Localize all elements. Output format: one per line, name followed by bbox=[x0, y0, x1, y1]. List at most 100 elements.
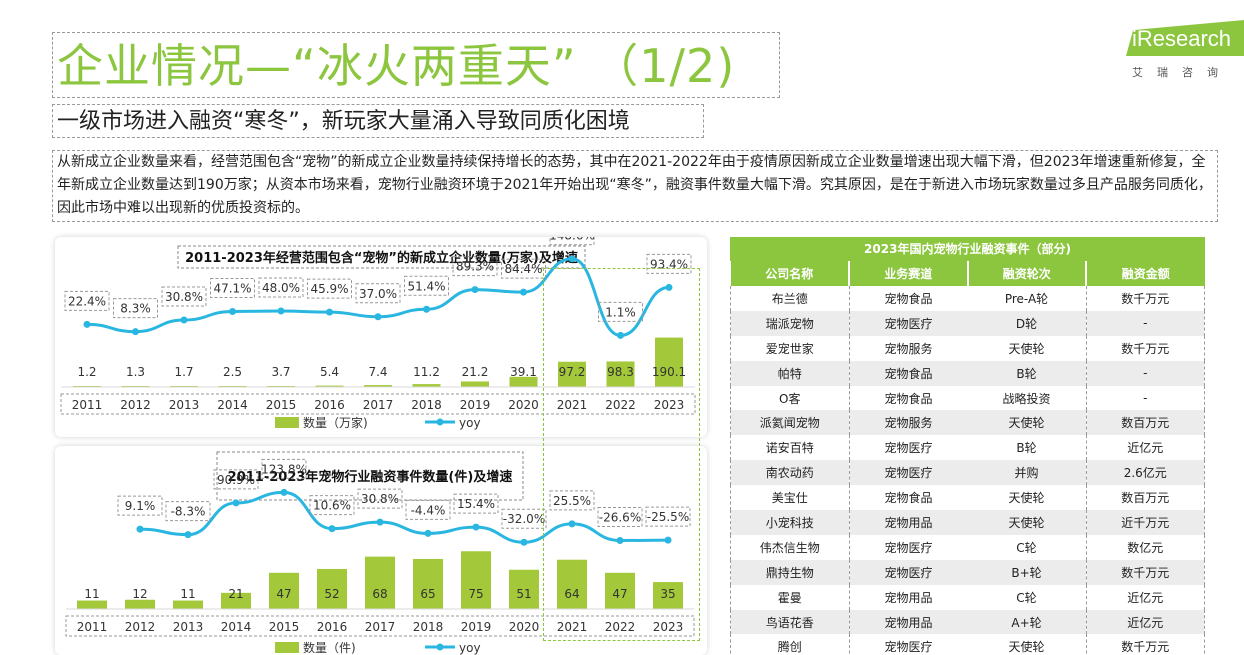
bar bbox=[125, 599, 155, 609]
x-tick-label: 2013 bbox=[173, 620, 204, 634]
x-tick-label: 2012 bbox=[120, 398, 151, 412]
yoy-point bbox=[617, 331, 624, 339]
table-cell: C轮 bbox=[967, 534, 1086, 560]
bar-value-label: 35 bbox=[660, 587, 675, 601]
yoy-label: 30.8% bbox=[361, 492, 399, 506]
bar-value-label: 65 bbox=[420, 587, 435, 601]
table-header: 公司名称 业务赛道 融资轮次 融资金额 bbox=[730, 261, 1205, 286]
yoy-label-box bbox=[113, 298, 158, 319]
yoy-label-box bbox=[549, 237, 595, 246]
yoy-point bbox=[83, 320, 91, 328]
bar bbox=[315, 385, 344, 387]
bar bbox=[606, 361, 635, 387]
table-cell: Pre-A轮 bbox=[967, 286, 1086, 311]
bar-value-label: 12 bbox=[132, 587, 147, 601]
yoy-label: 9.1% bbox=[125, 499, 156, 513]
table-cell: 派氦闻宠物 bbox=[730, 410, 850, 436]
yoy-label-box bbox=[355, 283, 401, 304]
bar bbox=[317, 568, 347, 609]
yoy-label: 148.6% bbox=[549, 237, 595, 243]
x-tick-label: 2011 bbox=[77, 620, 108, 634]
x-tick-label: 2019 bbox=[461, 620, 492, 634]
x-tick-label: 2016 bbox=[317, 620, 348, 634]
yoy-label-box bbox=[452, 256, 498, 277]
table-title: 2023年国内宠物行业融资事件（部分) bbox=[730, 237, 1205, 261]
yoy-point bbox=[229, 308, 236, 316]
x-tick-label: 2012 bbox=[125, 620, 156, 634]
x-tick-label: 2020 bbox=[508, 398, 539, 412]
table-cell: 宠物用品 bbox=[848, 584, 968, 610]
yoy-label-box bbox=[405, 499, 451, 520]
table-row: 布兰德 宠物食品 Pre-A轮 数千万元 bbox=[730, 286, 1205, 311]
bar bbox=[605, 572, 635, 609]
table-row: 腾创 宠物医疗 天使轮 数千万元 bbox=[730, 634, 1205, 655]
yoy-point bbox=[326, 308, 333, 316]
yoy-point bbox=[136, 525, 144, 533]
bar bbox=[655, 337, 683, 387]
yoy-label: 45.9% bbox=[310, 282, 348, 296]
yoy-label: 123.8% bbox=[261, 462, 307, 476]
x-tick-label: 2014 bbox=[217, 398, 248, 412]
x-tick-label: 2017 bbox=[363, 398, 394, 412]
yoy-point bbox=[471, 286, 479, 294]
x-tick-label: 2023 bbox=[654, 398, 685, 412]
table-cell: D轮 bbox=[967, 310, 1086, 336]
table-row: 鸟语花香 宠物用品 A+轮 近亿元 bbox=[730, 609, 1205, 635]
table-cell: 南农动药 bbox=[730, 460, 850, 486]
table-cell: - bbox=[1085, 360, 1205, 386]
table-cell: B轮 bbox=[967, 435, 1086, 461]
table-cell: 近亿元 bbox=[1085, 584, 1205, 610]
page-title: 企业情况—“冰火两重天” （1/2) bbox=[52, 32, 780, 98]
table-cell: 宠物食品 bbox=[848, 485, 968, 511]
yoy-label: -32.0% bbox=[503, 512, 545, 526]
table-cell: C轮 bbox=[967, 584, 1086, 610]
legend-bar-label: 数量（件) bbox=[303, 640, 356, 655]
bar-value-label: 97.2 bbox=[559, 365, 586, 379]
yoy-label-box bbox=[598, 301, 643, 322]
bar-value-label: 51 bbox=[516, 587, 531, 601]
yoy-line bbox=[86, 257, 670, 337]
table-cell: 天使轮 bbox=[967, 485, 1086, 511]
table-row: 南农动药 宠物医疗 并购 2.6亿元 bbox=[730, 460, 1205, 486]
table-cell: 鼎持生物 bbox=[730, 559, 850, 585]
table-row: 美宝仕 宠物食品 天使轮 数百万元 bbox=[730, 485, 1205, 511]
yoy-point bbox=[664, 536, 672, 544]
table-cell: 2.6亿元 bbox=[1085, 460, 1205, 486]
table-header-cell: 融资金额 bbox=[1085, 261, 1205, 286]
bar-value-label: 75 bbox=[468, 587, 483, 601]
x-tick-label: 2013 bbox=[169, 398, 200, 412]
page-subtitle: 一级市场进入融资“寒冬”，新玩家大量涌入导致同质化困境 bbox=[52, 104, 704, 138]
bar-value-label: 3.7 bbox=[271, 365, 290, 379]
bar bbox=[413, 558, 443, 609]
chart-title: 2011-2023年经营范围包含“宠物”的新成立企业数量(万家)及增速 bbox=[185, 250, 578, 266]
table-cell: 伟杰信生物 bbox=[730, 534, 850, 560]
table-cell: 小宠科技 bbox=[730, 510, 850, 535]
yoy-label: 89.3% bbox=[456, 260, 494, 274]
yoy-label: 90.9% bbox=[217, 473, 255, 487]
table-cell: O客 bbox=[730, 385, 850, 411]
yoy-label: 51.4% bbox=[407, 279, 445, 293]
yoy-label-box bbox=[165, 501, 211, 522]
table-cell: 宠物医疗 bbox=[848, 310, 968, 336]
table-cell: 天使轮 bbox=[967, 335, 1086, 361]
yoy-line bbox=[139, 490, 669, 544]
table-cell: 天使轮 bbox=[967, 634, 1086, 655]
bar-value-label: 39.1 bbox=[510, 365, 537, 379]
table-cell: 宠物食品 bbox=[848, 385, 968, 411]
x-tick-label: 2020 bbox=[509, 620, 540, 634]
bar bbox=[461, 381, 489, 387]
table-row: 小宠科技 宠物用品 天使轮 近千万元 bbox=[730, 510, 1205, 535]
yoy-point bbox=[277, 307, 285, 315]
iresearch-logo: iResearch 艾瑞咨询 bbox=[1126, 20, 1244, 80]
table-cell: B轮 bbox=[967, 360, 1086, 386]
table-header-cell: 公司名称 bbox=[730, 261, 849, 286]
table-cell: 天使轮 bbox=[967, 410, 1086, 436]
bar bbox=[509, 376, 538, 387]
yoy-label-box bbox=[213, 469, 259, 490]
yoy-label: 30.8% bbox=[165, 290, 203, 304]
yoy-point bbox=[568, 255, 576, 263]
bar-value-label: 5.4 bbox=[320, 365, 339, 379]
bar-value-label: 1.7 bbox=[174, 365, 193, 379]
bar bbox=[461, 551, 491, 609]
table-cell: 美宝仕 bbox=[730, 485, 850, 511]
